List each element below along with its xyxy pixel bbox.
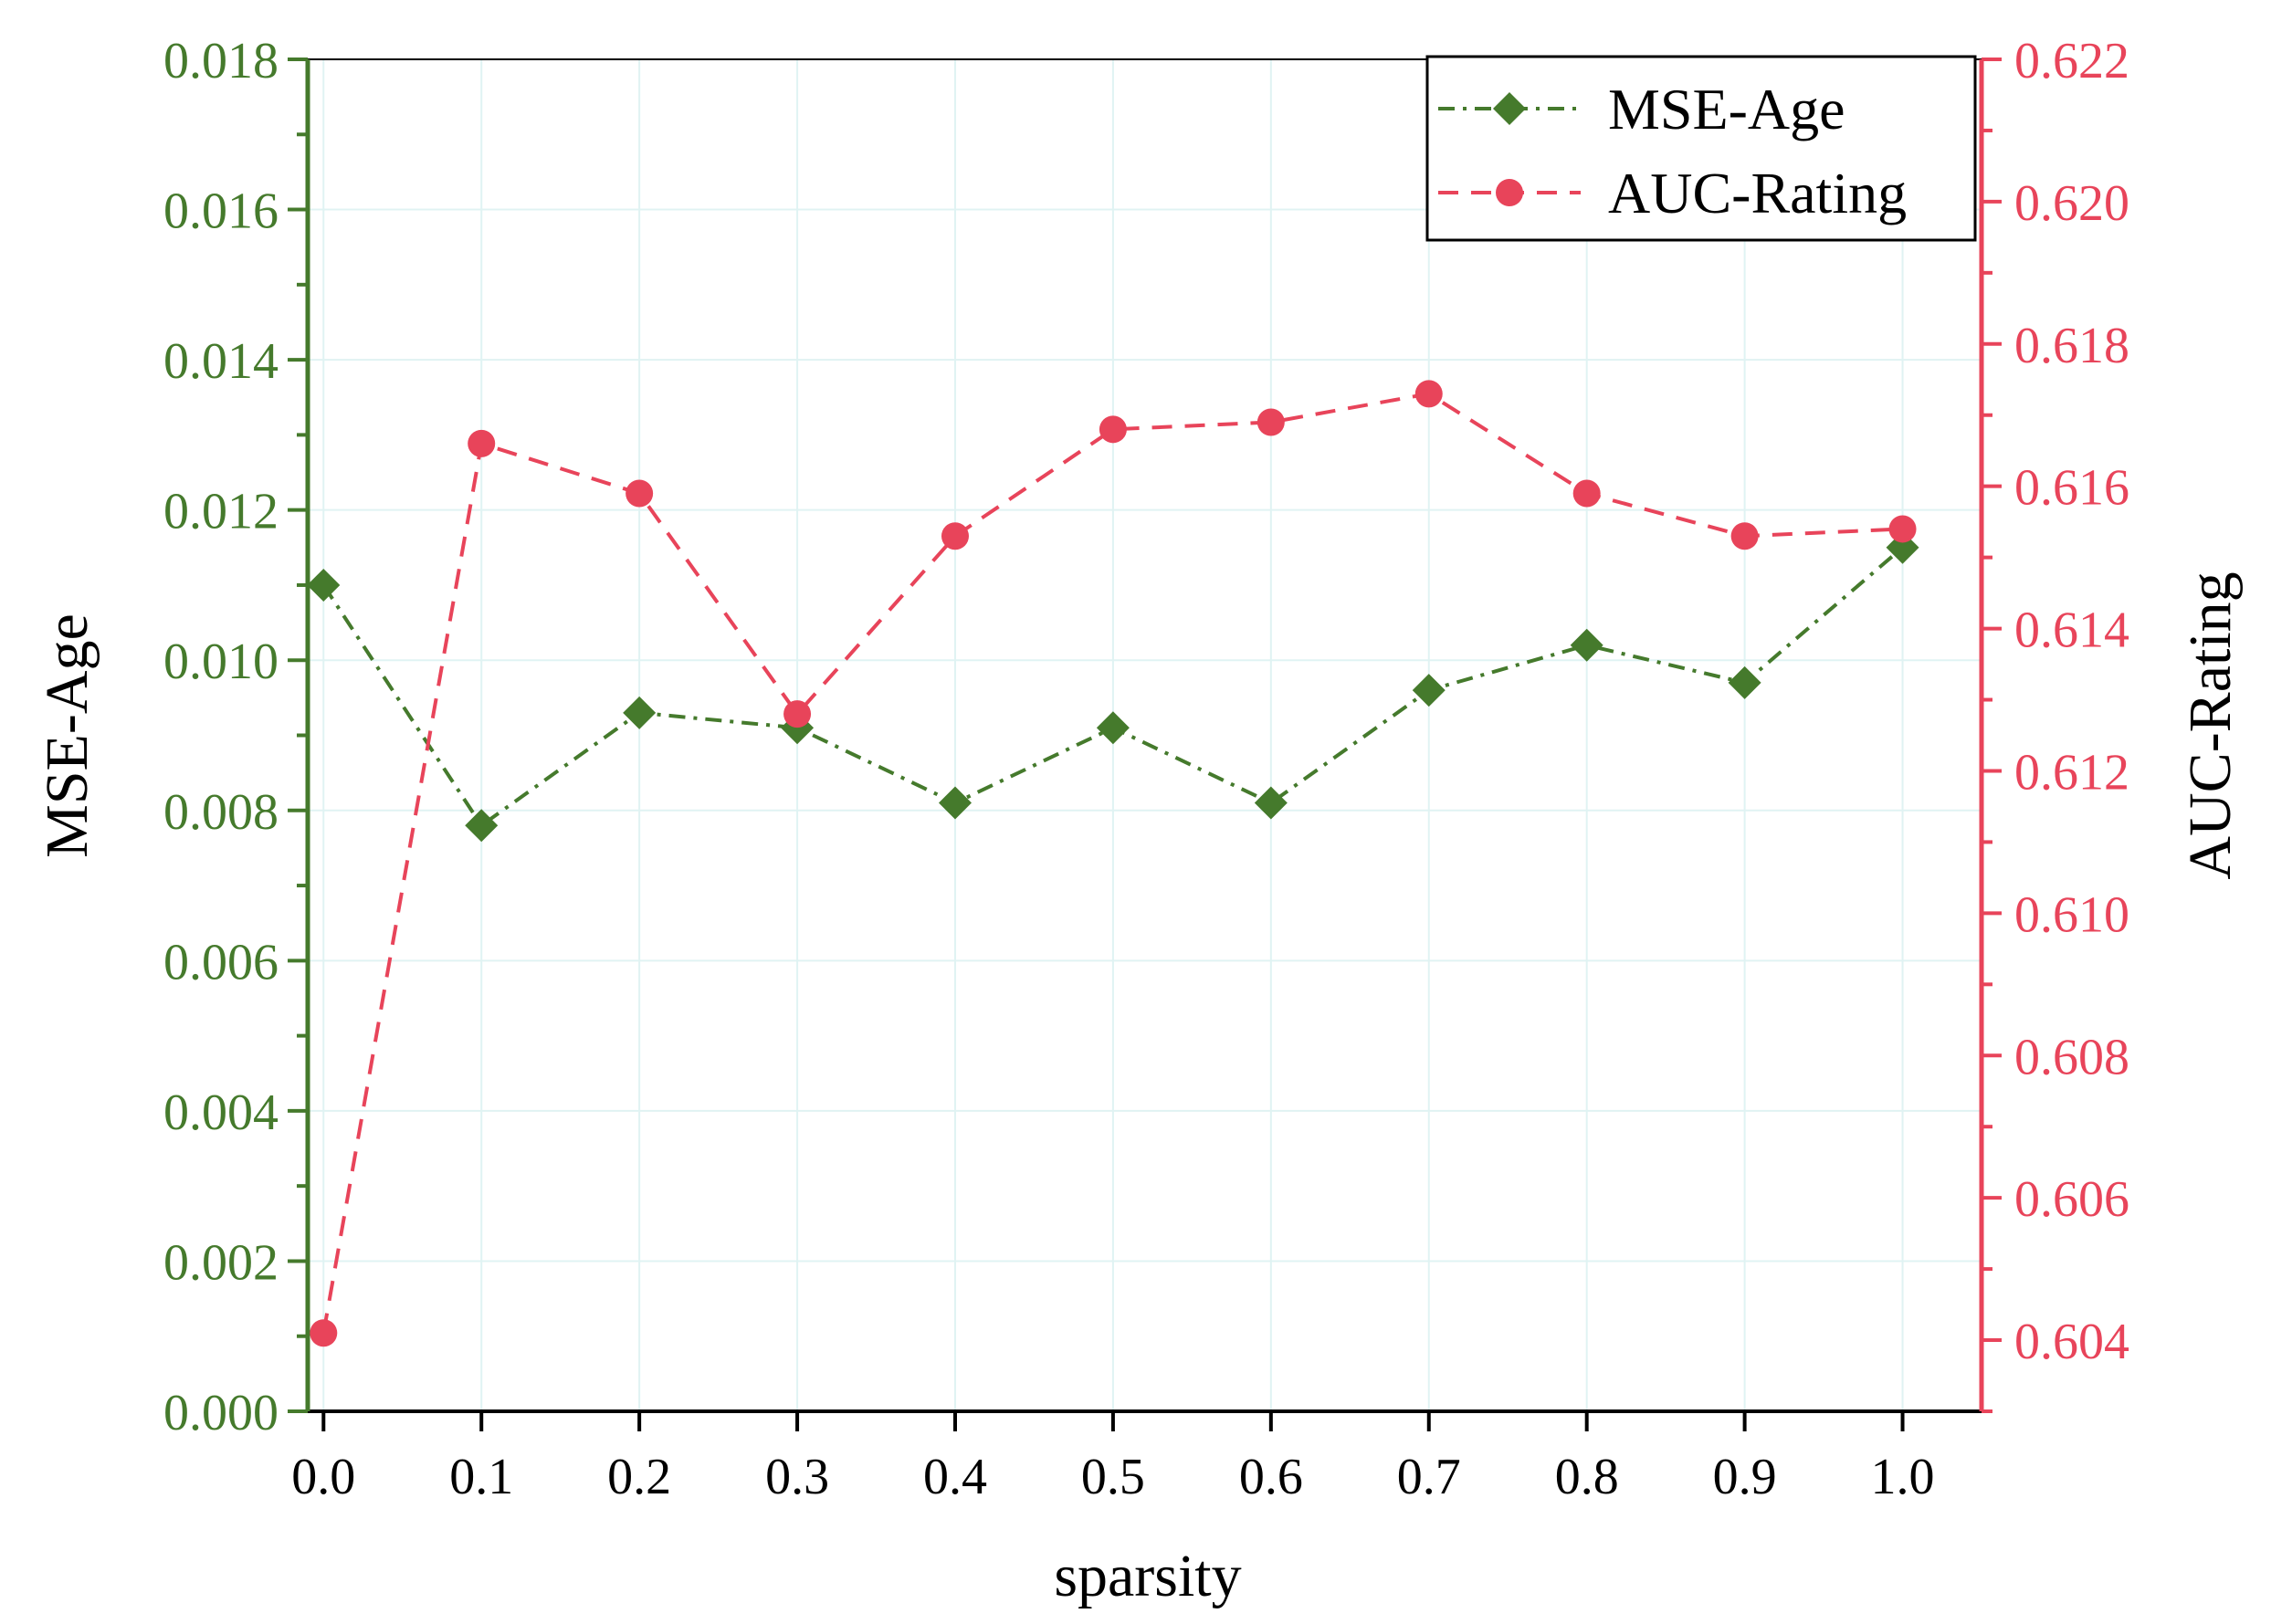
- x-tick-label: 0.5: [1081, 1449, 1145, 1505]
- y-axis-left-title: MSE-Age: [34, 613, 100, 858]
- y-right-tick-label: 0.604: [2014, 1314, 2129, 1370]
- y-right-tick-label: 0.620: [2014, 175, 2129, 232]
- x-tick-label: 0.8: [1555, 1449, 1619, 1505]
- y-left-tick-label: 0.014: [163, 333, 279, 390]
- x-tick-label: 0.2: [607, 1449, 671, 1505]
- data-point: [1099, 415, 1127, 444]
- data-point: [941, 522, 969, 550]
- y-left-tick-label: 0.012: [163, 484, 279, 540]
- y-right-tick-label: 0.616: [2014, 460, 2129, 517]
- legend-label: AUC-Rating: [1608, 161, 1907, 225]
- y-left-tick-label: 0.004: [163, 1084, 279, 1141]
- y-right-tick-label: 0.618: [2014, 318, 2129, 374]
- legend-marker: [1493, 92, 1526, 125]
- data-point: [307, 568, 341, 602]
- data-point: [1414, 380, 1443, 408]
- x-tick-label: 1.0: [1871, 1449, 1935, 1505]
- data-point: [1728, 665, 1761, 699]
- y-right-tick-label: 0.606: [2014, 1171, 2129, 1228]
- legend-marker: [1496, 179, 1523, 206]
- x-tick-label: 0.7: [1397, 1449, 1461, 1505]
- data-point: [310, 1319, 338, 1347]
- data-point: [938, 786, 972, 820]
- y-right-tick-label: 0.622: [2014, 33, 2129, 89]
- data-point: [623, 696, 657, 729]
- x-tick-label: 0.6: [1239, 1449, 1303, 1505]
- data-point: [465, 809, 499, 843]
- data-point: [1412, 674, 1446, 707]
- data-point: [1570, 628, 1603, 662]
- y-left-tick-label: 0.000: [163, 1385, 279, 1441]
- series-auc-rating: [310, 380, 1917, 1347]
- y-axis-right-title: AUC-Rating: [2177, 571, 2244, 879]
- data-point: [1096, 711, 1130, 745]
- y-right-tick-label: 0.610: [2014, 886, 2129, 943]
- data-point: [1888, 515, 1917, 543]
- y-left-tick-label: 0.018: [163, 33, 279, 89]
- x-tick-label: 0.4: [923, 1449, 987, 1505]
- data-point: [783, 700, 812, 728]
- x-tick-label: 0.9: [1713, 1449, 1777, 1505]
- y-left-tick-label: 0.006: [163, 934, 279, 990]
- x-tick-label: 0.1: [449, 1449, 513, 1505]
- y-left-tick-label: 0.002: [163, 1234, 279, 1291]
- data-point: [1254, 786, 1288, 820]
- legend: MSE-Age AUC-Rating: [1425, 55, 1977, 242]
- data-point: [1572, 479, 1601, 508]
- legend-entry: MSE-Age: [1438, 77, 1845, 141]
- x-tick-label: 0.0: [291, 1449, 355, 1505]
- x-tick-label: 0.3: [765, 1449, 829, 1505]
- y-right-tick-label: 0.614: [2014, 602, 2129, 659]
- y-left-tick-label: 0.016: [163, 183, 279, 240]
- legend-entry: AUC-Rating: [1438, 161, 1907, 225]
- y-right-tick-label: 0.612: [2014, 744, 2129, 801]
- data-point: [468, 429, 496, 457]
- y-right-tick-label: 0.608: [2014, 1029, 2129, 1085]
- legend-box: [1425, 55, 1977, 242]
- x-axis-title: sparsity: [1054, 1543, 1241, 1609]
- y-left-tick-label: 0.010: [163, 634, 279, 690]
- data-point: [626, 479, 654, 508]
- series: [307, 380, 1919, 1347]
- axes: 0.0 0.1 0.2 0.3 0.4 0.5 0.6 0.7 0.8 0.9 1.0 0.000 0.…: [163, 33, 2129, 1505]
- data-point: [1730, 522, 1759, 550]
- y-left-tick-label: 0.008: [163, 784, 279, 841]
- data-point: [1256, 408, 1285, 436]
- legend-label: MSE-Age: [1608, 77, 1845, 141]
